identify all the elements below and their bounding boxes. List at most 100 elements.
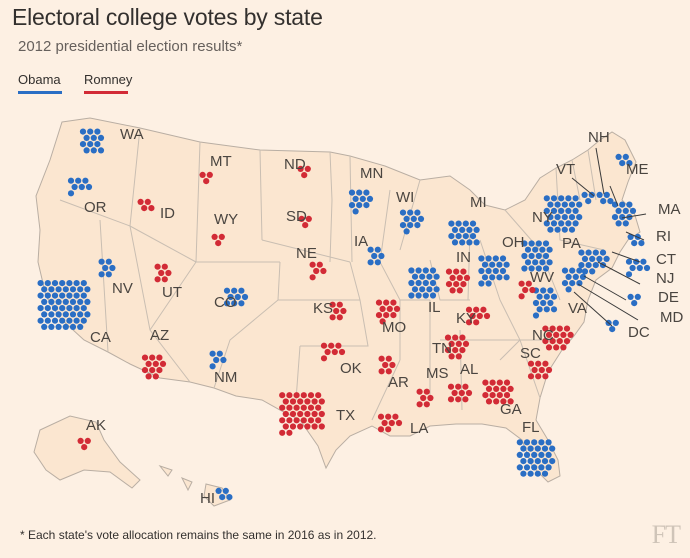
vote-dot: [149, 367, 156, 374]
vote-dot: [289, 398, 297, 405]
vote-dot: [455, 383, 462, 390]
vote-dot: [79, 141, 87, 148]
vote-dot: [80, 305, 87, 312]
state-labels: WA OR CA NV ID MT WY UT AZ CO NM ND SD NE KS OK TX MN IA MO…: [84, 126, 683, 507]
vote-dot: [482, 392, 489, 399]
vote-dot: [543, 195, 550, 202]
vote-dot: [85, 183, 93, 191]
vote-dot: [465, 389, 473, 397]
vote-dot: [485, 255, 492, 262]
vote-dot: [545, 451, 552, 458]
vote-dot: [220, 356, 227, 364]
vote-dot: [549, 458, 556, 465]
vote-dot: [527, 470, 534, 477]
vote-dots: [37, 128, 651, 501]
vote-dot: [356, 202, 363, 209]
vote-dot: [297, 165, 304, 172]
vote-dot: [538, 451, 545, 458]
vote-dot: [520, 470, 527, 477]
vote-dot: [73, 305, 80, 312]
vote-dot: [367, 259, 374, 266]
vote-dot: [543, 220, 550, 227]
state-label-az: AZ: [150, 327, 169, 344]
vote-dot: [516, 451, 523, 458]
state-dots-az: [141, 354, 167, 380]
vote-dot: [223, 287, 231, 294]
vote-dot: [223, 300, 231, 307]
vote-dot: [227, 293, 234, 301]
state-label-al: AL: [460, 361, 478, 378]
state-dots-wa: [79, 128, 105, 154]
state-dots-ms: [416, 388, 434, 408]
vote-dot: [558, 220, 565, 227]
vote-dot: [79, 128, 87, 135]
vote-dot: [489, 274, 496, 281]
vote-dot: [75, 177, 82, 184]
vote-dot: [148, 205, 155, 212]
vote-dot: [569, 280, 576, 287]
vote-dot: [279, 429, 286, 436]
state-label-ma: MA: [658, 201, 681, 218]
vote-dot: [523, 439, 531, 446]
vote-dot: [521, 240, 528, 247]
vote-dot: [535, 360, 542, 367]
vote-dot: [81, 444, 88, 451]
vote-dot: [335, 342, 342, 349]
vote-dot: [399, 209, 407, 216]
vote-dot: [565, 286, 572, 293]
vote-dot: [309, 274, 316, 281]
state-dots-nm: [209, 350, 227, 370]
vote-dot: [293, 417, 300, 424]
state-dots-ri: [627, 233, 645, 247]
vote-dot: [62, 298, 69, 305]
vote-dot: [539, 246, 546, 253]
vote-dot: [293, 404, 300, 411]
vote-dot: [462, 383, 469, 390]
vote-dot: [459, 239, 466, 246]
vote-dot: [286, 417, 293, 424]
vote-dot: [156, 354, 163, 361]
vote-dot: [531, 439, 538, 446]
state-dots-wi: [399, 209, 425, 235]
vote-dot: [455, 220, 462, 227]
vote-dot: [69, 323, 77, 330]
vote-dot: [241, 293, 249, 301]
vote-dot: [381, 419, 388, 427]
vote-dot: [532, 246, 539, 253]
vote-dot: [137, 198, 144, 205]
vote-dot: [521, 265, 528, 272]
vote-dot: [496, 379, 503, 386]
vote-dot: [538, 366, 545, 374]
vote-dot: [403, 215, 410, 222]
vote-dot: [297, 410, 304, 418]
vote-dot: [378, 355, 385, 362]
vote-dot: [154, 263, 161, 270]
vote-dot: [363, 189, 370, 196]
vote-dot: [527, 458, 534, 465]
vote-dot: [448, 233, 455, 240]
vote-dot: [631, 240, 638, 247]
vote-dot: [550, 207, 558, 214]
vote-dot: [408, 279, 415, 287]
state-dots-ak: [77, 437, 91, 451]
vote-dot: [379, 305, 386, 312]
vote-dot: [307, 417, 315, 424]
vote-dot: [411, 273, 419, 280]
vote-dot: [44, 292, 51, 299]
vote-dot: [389, 361, 396, 369]
vote-dot: [520, 458, 527, 465]
vote-dot: [527, 445, 534, 452]
vote-dot: [636, 264, 643, 272]
vote-dot: [611, 214, 619, 221]
vote-dot: [420, 394, 427, 402]
vote-dot: [489, 261, 496, 268]
vote-dot: [219, 494, 226, 501]
vote-dot: [545, 464, 552, 471]
vote-dot: [279, 392, 286, 399]
vote-dot: [560, 344, 567, 351]
vote-dot: [77, 298, 84, 305]
vote-dot: [408, 267, 415, 274]
vote-dot: [433, 273, 440, 280]
vote-dot: [629, 264, 636, 272]
vote-dot: [59, 280, 66, 287]
